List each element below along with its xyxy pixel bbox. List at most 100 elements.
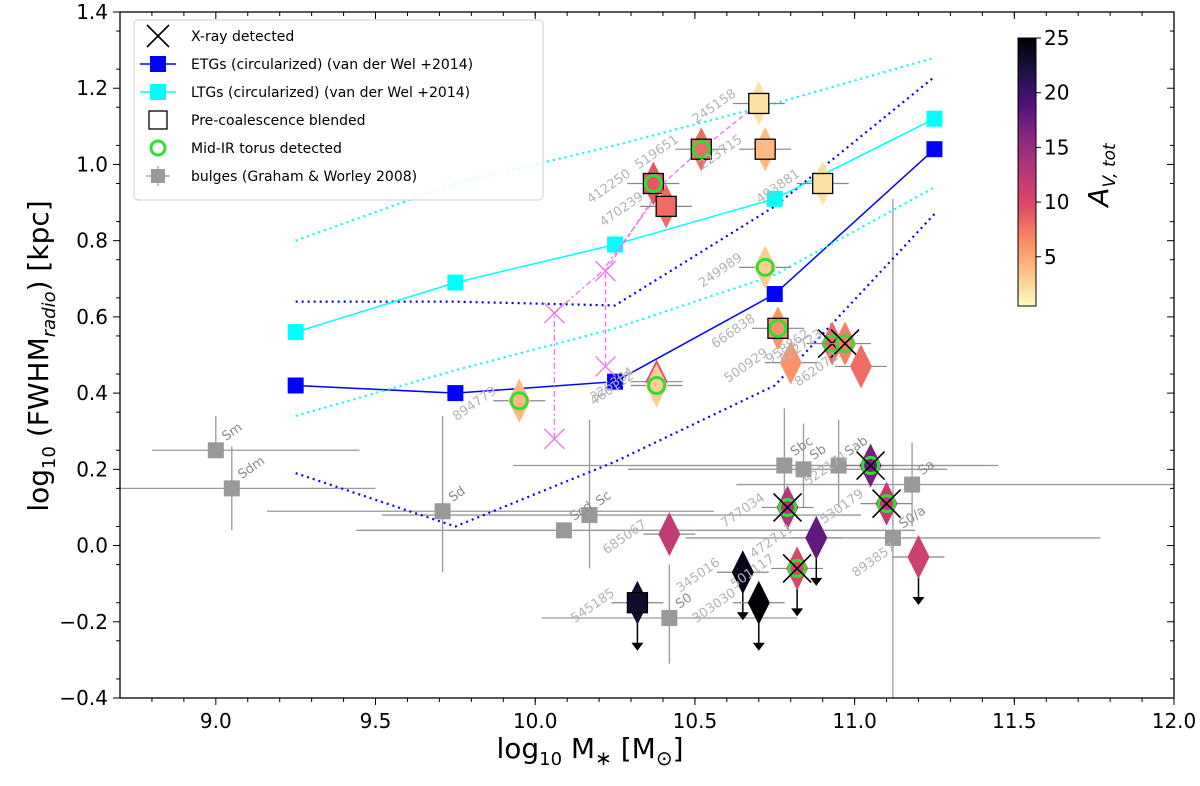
track-cross (543, 428, 565, 450)
torus-circle (835, 334, 855, 354)
y-tick-label: 1.0 (76, 152, 108, 176)
relation-marker (287, 377, 304, 394)
tick-layer: 9.0 9.5 10.0 10.5 11.0 11.5 12.0 −0.4 −0.2 0.0 0.2… (59, 0, 1196, 733)
bulge-label: S0/a (897, 503, 929, 532)
bulge-point (151, 415, 360, 459)
galaxy-diamond (747, 580, 770, 625)
galaxy-diamond (731, 550, 754, 595)
bulge-marker (581, 507, 598, 524)
legend-open-square-icon (148, 110, 168, 130)
legend-label: X-ray detected (191, 29, 294, 45)
relation-marker (766, 190, 783, 207)
plot-area (120, 56, 1174, 698)
galaxy-point (493, 378, 546, 423)
legend-label: ETGs (circularized) (van der Wel +2014) (191, 57, 473, 73)
galaxy-point (771, 546, 824, 617)
x-tick-label: 10.5 (673, 709, 718, 733)
y-tick-label: 1.2 (76, 76, 108, 100)
bulge-marker (223, 480, 240, 497)
legend-square-icon (150, 84, 166, 100)
upper-limit-arrow (631, 642, 644, 651)
galaxy-id-label: 245158 (690, 86, 739, 127)
bulge-point (631, 419, 999, 508)
bulge-marker (904, 476, 921, 493)
bulge-point (685, 198, 1101, 698)
legend-entry: bulges (Graham & Worley 2008) (146, 166, 417, 186)
galaxy-point (611, 580, 664, 651)
galaxy-id-label: 519651 (632, 132, 681, 173)
lower-band-line (295, 186, 935, 418)
galaxy-point (819, 321, 872, 366)
legend-box (133, 19, 544, 201)
galaxy-id-label: 777034 (719, 490, 768, 531)
x-tick-label: 11.5 (992, 709, 1037, 733)
galaxy-id-label: 545185 (568, 586, 617, 627)
galaxy-point (796, 161, 849, 206)
galaxy-id-label: 893857 (850, 540, 899, 581)
galaxy-diamond (645, 363, 668, 408)
legend-entry: Pre-coalescence blended (148, 110, 366, 130)
galaxy-diamond (754, 245, 777, 290)
bulge-marker (207, 442, 224, 459)
colorbar-gradient (1017, 37, 1037, 307)
torus-circle (768, 318, 788, 338)
etg-series (287, 75, 943, 528)
galaxy-point (739, 245, 792, 290)
colorbar-title: AV, tot (1082, 142, 1120, 209)
upper-limit-arrow (810, 577, 823, 586)
bulge-label: Sdm (235, 454, 267, 483)
bulge-point (120, 446, 376, 531)
x-tick-label: 11.0 (832, 709, 877, 733)
x-tick-label: 9.5 (360, 709, 392, 733)
legend: X-ray detected ETGs (circularized) (van d… (133, 19, 544, 201)
upper-band-line (295, 75, 936, 307)
bulge-label: Sa (916, 457, 938, 479)
upper-limit-arrow (912, 596, 925, 605)
galaxy-point (630, 363, 683, 408)
legend-label: Pre-coalescence blended (191, 113, 366, 129)
torus-circle (787, 558, 807, 578)
y-tick-label: 0.2 (76, 457, 108, 481)
galaxy-point (640, 184, 693, 229)
relation-marker (447, 274, 464, 291)
bulge-marker (555, 522, 572, 539)
y-tick-label: 0.8 (76, 229, 108, 253)
torus-circle (647, 375, 667, 395)
legend-label: bulges (Graham & Worley 2008) (191, 169, 417, 185)
legend-bulge-icon (151, 169, 165, 183)
galaxy-point (834, 344, 887, 389)
galaxy-id-label: 530179 (818, 487, 867, 528)
track-cross (543, 302, 565, 324)
xray-cross (856, 450, 886, 481)
blended-square (812, 172, 834, 195)
legend-entry: LTGs (circularized) (van der Wel +2014) (140, 84, 470, 101)
bulge-marker (661, 609, 678, 626)
legend-label: LTGs (circularized) (van der Wel +2014) (191, 85, 470, 101)
bulge-marker (884, 529, 901, 546)
bulge-point (736, 442, 1174, 527)
bulge-label: Sd (446, 484, 468, 506)
galaxy-diamond (658, 512, 681, 557)
bands-layer (287, 56, 943, 528)
torus-circle (509, 391, 529, 411)
blended-square (754, 138, 776, 160)
relation-marker (447, 385, 464, 402)
galaxy-point (732, 81, 785, 126)
x-tick-label: 12.0 (1152, 709, 1197, 733)
galaxy-point (643, 512, 696, 557)
bulge-label: Sm (220, 420, 246, 444)
relation-marker (607, 373, 624, 390)
lower-band-line (295, 213, 936, 528)
track-line (604, 148, 702, 367)
galaxy-diamond (849, 344, 872, 389)
colorbar-tick-label: 15 (1044, 135, 1069, 159)
galaxy-point (761, 485, 814, 530)
upper-limit-arrow (736, 612, 749, 621)
legend-xray-icon (146, 24, 170, 48)
torus-circle (861, 456, 881, 476)
y-tick-label: 1.4 (76, 0, 108, 24)
legend-entry: ETGs (circularized) (van der Wel +2014) (140, 56, 473, 73)
galaxy-diamond (779, 340, 802, 385)
upper-limit-arrow (752, 642, 765, 651)
